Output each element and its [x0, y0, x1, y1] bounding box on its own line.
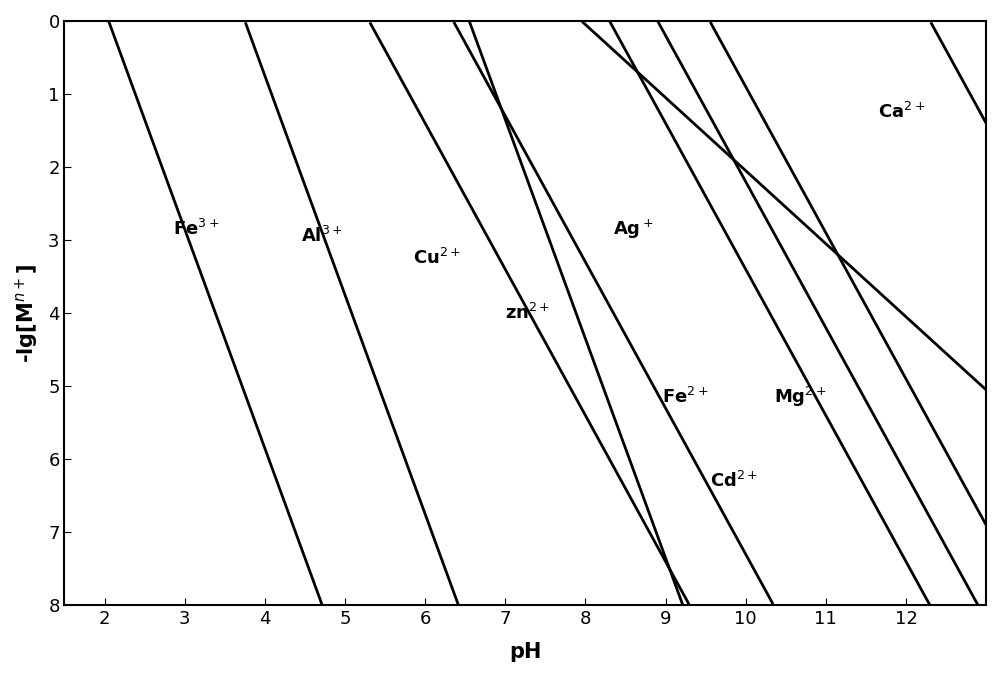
- Text: Al$^{3+}$: Al$^{3+}$: [301, 226, 343, 247]
- Text: Ag$^+$: Ag$^+$: [613, 218, 654, 241]
- Text: Mg$^{2+}$: Mg$^{2+}$: [774, 385, 826, 409]
- Text: Cd$^{2+}$: Cd$^{2+}$: [710, 471, 758, 491]
- Text: Fe$^{2+}$: Fe$^{2+}$: [662, 387, 708, 407]
- Y-axis label: -lg[M$^{n+}$]: -lg[M$^{n+}$]: [14, 264, 41, 362]
- Text: Fe$^{3+}$: Fe$^{3+}$: [173, 219, 219, 239]
- Text: zn$^{2+}$: zn$^{2+}$: [505, 303, 550, 323]
- Text: Cu$^{2+}$: Cu$^{2+}$: [413, 248, 461, 268]
- X-axis label: pH: pH: [509, 642, 541, 662]
- Text: Ca$^{2+}$: Ca$^{2+}$: [878, 102, 925, 122]
